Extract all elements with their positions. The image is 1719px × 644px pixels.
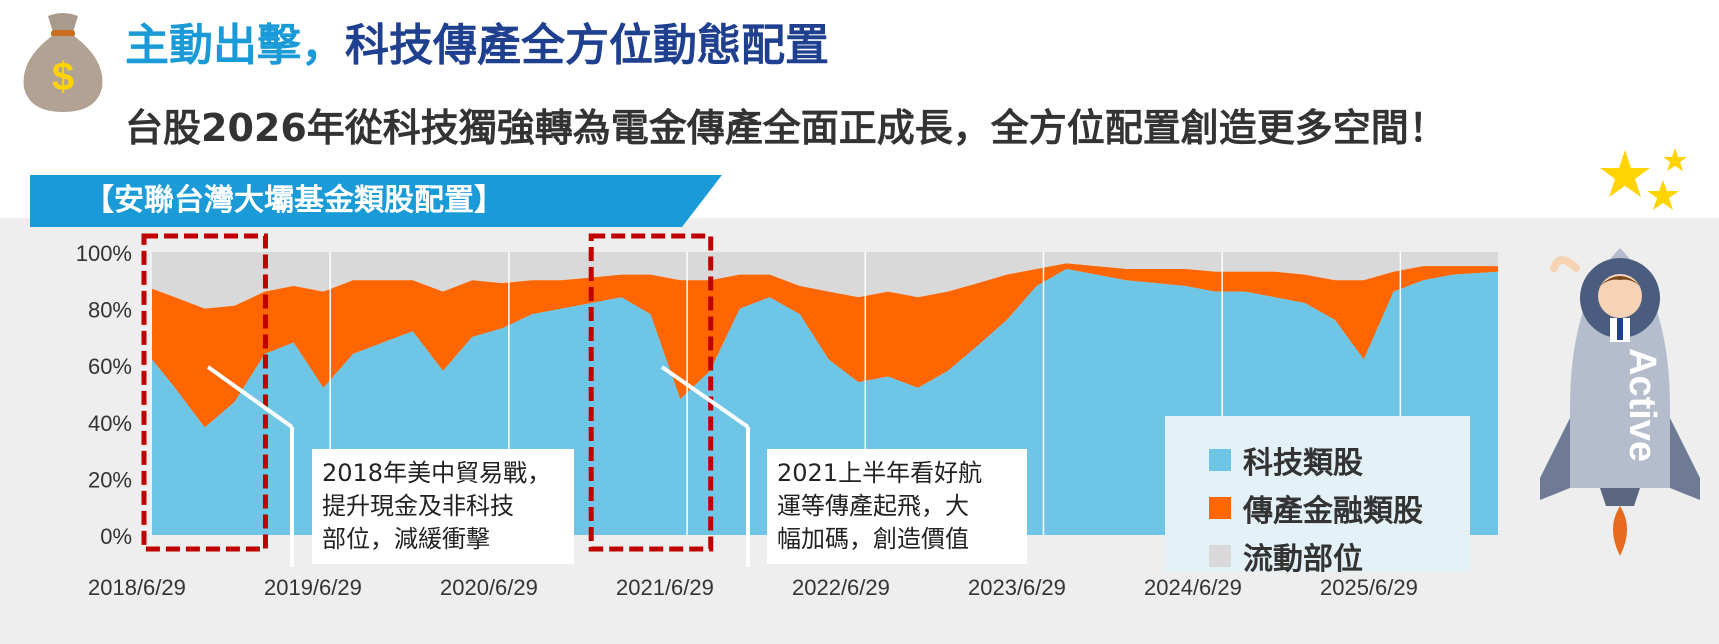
annotation-2018: 2018年美中貿易戰， 提升現金及非科技 部位，減緩衝擊	[312, 449, 574, 564]
legend-label-tech: 科技類股	[1243, 446, 1363, 481]
y-tick-label: 100%	[76, 241, 132, 266]
legend-swatch-tech	[1209, 449, 1231, 471]
legend-item-liquidity: 流動部位	[1209, 534, 1363, 578]
y-tick-label: 40%	[88, 411, 132, 436]
rocket-mascot-icon: Active	[1540, 248, 1700, 556]
money-bag-icon: $	[23, 13, 103, 112]
annotation-pointer-2021	[660, 365, 750, 429]
section-banner	[30, 175, 722, 227]
legend-swatch-traditional	[1209, 497, 1231, 519]
legend-item-tech: 科技類股	[1209, 438, 1363, 482]
x-tick-label: 2018/6/29	[88, 575, 186, 600]
series-liquidity-area	[152, 252, 1498, 309]
page-subtitle: 台股2026年從科技獨強轉為電金傳產全面正成長，全方位配置創造更多空間！	[125, 106, 1447, 150]
legend-swatch-liquidity	[1209, 545, 1231, 567]
x-tick-label: 2020/6/29	[440, 575, 538, 600]
x-tick-label: 2022/6/29	[792, 575, 890, 600]
annotation-2021: 2021上半年看好航 運等傳產起飛，大 幅加碼，創造價值	[767, 449, 1027, 564]
banner-label: 【安聯台灣大壩基金類股配置】	[84, 183, 504, 218]
x-tick-label: 2019/6/29	[264, 575, 362, 600]
y-tick-label: 20%	[88, 467, 132, 492]
money-symbol: $	[52, 55, 74, 99]
title-main: 科技傳產全方位動態配置	[345, 20, 829, 71]
annotation-pointer-2018	[206, 365, 294, 429]
y-tick-label: 80%	[88, 298, 132, 323]
x-tick-label: 2021/6/29	[616, 575, 714, 600]
y-tick-label: 0%	[100, 524, 132, 549]
highlight-box-2	[588, 233, 714, 552]
y-tick-label: 60%	[88, 354, 132, 379]
series-traditional-area	[152, 263, 1498, 428]
x-tick-label: 2024/6/29	[1144, 575, 1242, 600]
chart-legend: 科技類股 傳產金融類股 流動部位	[1165, 416, 1470, 577]
legend-label-traditional: 傳產金融類股	[1243, 494, 1423, 529]
star-icon	[1600, 148, 1687, 210]
title-accent: 主動出擊，	[125, 20, 345, 71]
legend-item-traditional: 傳產金融類股	[1209, 486, 1423, 530]
rocket-label: Active	[1621, 348, 1663, 462]
highlight-box-1	[141, 233, 268, 552]
legend-label-liquidity: 流動部位	[1243, 542, 1363, 577]
x-tick-label: 2023/6/29	[968, 575, 1066, 600]
page-title: 主動出擊，科技傳產全方位動態配置	[125, 20, 829, 71]
x-tick-label: 2025/6/29	[1320, 575, 1418, 600]
